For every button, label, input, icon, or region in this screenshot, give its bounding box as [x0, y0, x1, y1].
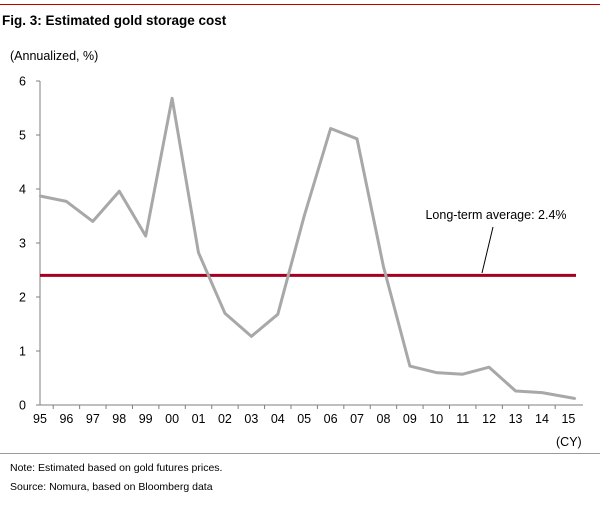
data-point	[514, 389, 517, 393]
x-axis-label: (CY)	[556, 435, 582, 449]
footer-rule	[0, 453, 600, 454]
x-tick-label: 02	[218, 412, 232, 426]
x-tick-label: 08	[377, 412, 391, 426]
data-point	[144, 234, 147, 238]
data-point	[573, 397, 577, 400]
data-point	[408, 364, 412, 368]
data-point	[461, 373, 464, 376]
title-rule	[0, 4, 600, 5]
data-point	[65, 200, 68, 203]
x-tick-label: 09	[403, 412, 417, 426]
data-point	[487, 366, 491, 369]
y-tick-label: 6	[19, 75, 26, 89]
data-point	[302, 214, 306, 218]
data-point	[91, 220, 95, 223]
data-point	[435, 371, 438, 374]
x-tick-label: 07	[350, 412, 364, 426]
y-tick-label: 2	[19, 291, 26, 305]
y-tick-label: 5	[19, 129, 26, 143]
data-point	[118, 189, 121, 193]
data-point	[223, 312, 227, 315]
data-point	[197, 251, 200, 254]
x-tick-label: 00	[165, 412, 179, 426]
x-tick-label: 15	[561, 412, 575, 426]
data-point	[38, 194, 42, 198]
x-tick-label: 99	[139, 412, 153, 426]
y-axis-label: (Annualized, %)	[10, 49, 99, 63]
source-note: Source: Nomura, based on Bloomberg data	[10, 481, 213, 493]
data-point	[540, 391, 544, 394]
x-tick-label: 10	[429, 412, 443, 426]
x-tick-label: 05	[297, 412, 311, 426]
x-tick-label: 12	[482, 412, 496, 426]
annotation-leader-line	[481, 226, 494, 274]
data-point	[355, 137, 359, 140]
x-tick-label: 04	[271, 412, 285, 426]
y-tick-label: 0	[19, 399, 26, 413]
x-tick-label: 96	[59, 412, 73, 426]
x-tick-label: 13	[509, 412, 523, 426]
y-tick-label: 1	[19, 345, 26, 359]
average-annotation-label: Long-term average: 2.4%	[425, 208, 566, 222]
series-line	[39, 96, 576, 400]
series-group	[38, 96, 577, 400]
annotation-group: Long-term average: 2.4%	[425, 208, 567, 274]
data-point	[329, 127, 332, 130]
data-point	[170, 97, 174, 100]
x-tick-label: 95	[33, 412, 47, 426]
x-tick-label: 98	[112, 412, 126, 426]
data-point	[276, 313, 279, 316]
x-tick-label: 03	[244, 412, 258, 426]
figure-title: Fig. 3: Estimated gold storage cost	[2, 13, 227, 28]
y-tick-label: 4	[19, 183, 26, 197]
footnote: Note: Estimated based on gold futures pr…	[10, 462, 223, 474]
x-tick-label: 11	[456, 412, 469, 426]
y-tick-label: 3	[19, 237, 26, 251]
data-point	[382, 265, 385, 268]
data-point	[250, 335, 253, 338]
x-tick-label: 97	[86, 412, 100, 426]
x-tick-label: 14	[535, 412, 549, 426]
x-tick-label: 01	[192, 412, 206, 426]
x-tick-label: 06	[324, 412, 338, 426]
